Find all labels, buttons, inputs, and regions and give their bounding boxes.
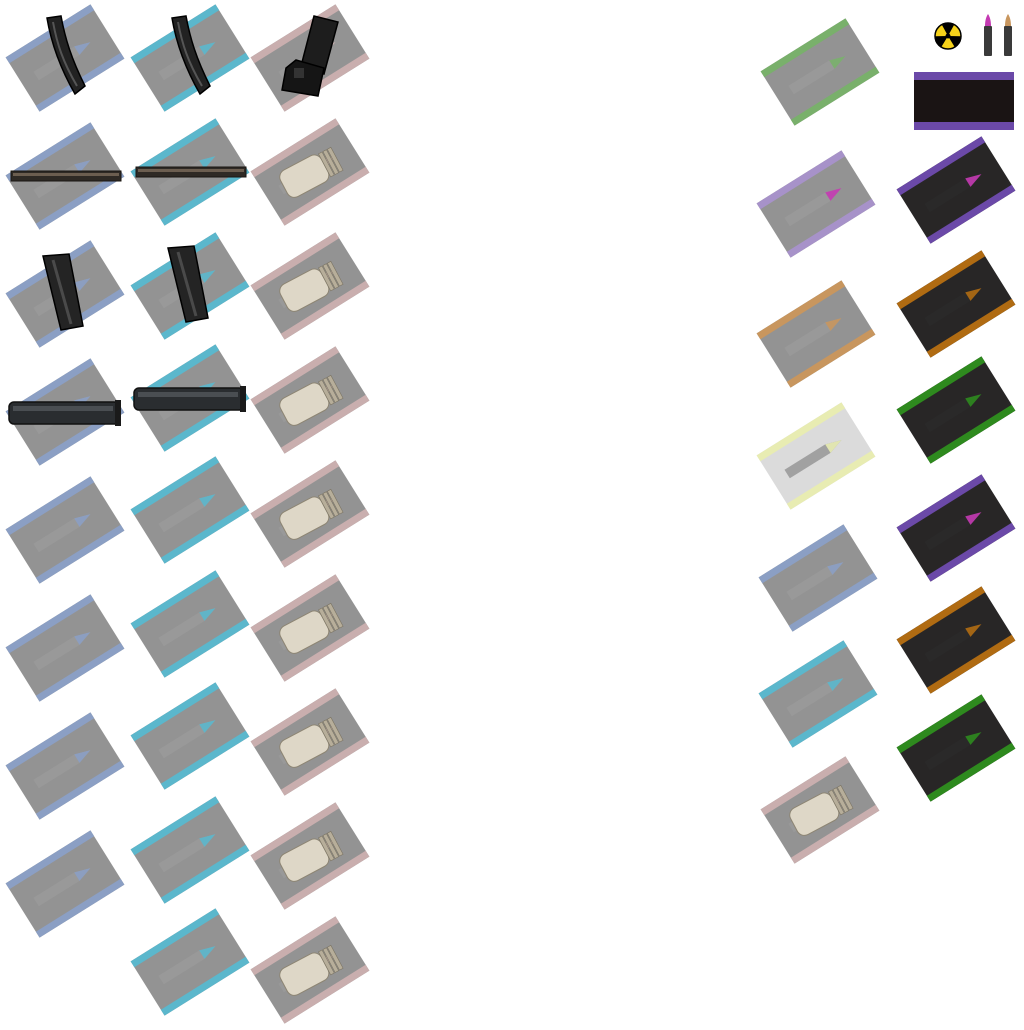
ammo-tile-dark-purple [896, 130, 1016, 250]
ammo-tile-cyan [130, 450, 250, 570]
ammo-tile-blue-flat-mag [5, 116, 125, 236]
ammo-tile-tan-shell [250, 112, 370, 232]
ammo-tile-cyan [130, 902, 250, 1022]
ammo-tile-dark-brown [896, 580, 1016, 700]
ammo-tile-lavender [756, 144, 876, 264]
ammo-tile-orange [756, 274, 876, 394]
ammo-tile-tan-shell [760, 750, 880, 870]
ammo-tile-tan-shell [250, 568, 370, 688]
ammo-tile-blue [5, 706, 125, 826]
ammo-tile-blue-tube-mag [5, 352, 125, 472]
ammo-tile-pale [756, 396, 876, 516]
ammo-tile-tan-shell [250, 682, 370, 802]
ammo-tile-tan-shell [250, 910, 370, 1030]
ammo-tile-dark-green [896, 350, 1016, 470]
ammo-tile-cyan [130, 564, 250, 684]
ammo-tile-dark-purple [896, 468, 1016, 588]
ammo-tile-tan-shell [250, 340, 370, 460]
ammo-tile-cyan [130, 790, 250, 910]
ammo-tile-cyan-straight-mag [130, 226, 250, 346]
ammo-tile-cyan [130, 676, 250, 796]
bullet-purple-tip-icon [981, 12, 995, 58]
ammo-tile-cyan [758, 634, 878, 754]
bullet-brass-tip-icon [1001, 12, 1015, 58]
ammo-tile-cyan-tube-mag [130, 338, 250, 458]
ammo-tile-tan-shell [250, 454, 370, 574]
ammo-tile-blue [5, 588, 125, 708]
ammo-tile-cyan-flat-mag [130, 112, 250, 232]
ammo-tile-blue-straight-mag [5, 234, 125, 354]
ammo-tile-blue-curved-mag [5, 0, 125, 118]
radiation-icon [934, 22, 962, 50]
ammo-tile-tan-box-mag [250, 0, 370, 118]
ammo-tile-dark-brown [896, 244, 1016, 364]
ammo-tile-tan-shell [250, 796, 370, 916]
ammo-tile-green [760, 12, 880, 132]
dark-banner-purple-stripes [914, 72, 1014, 130]
ammo-tile-blue [758, 518, 878, 638]
ammo-tile-blue [5, 470, 125, 590]
ammo-tile-cyan-curved-mag [130, 0, 250, 118]
ammo-tile-blue [5, 824, 125, 944]
ammo-tile-dark-green [896, 688, 1016, 808]
ammo-tile-tan-shell [250, 226, 370, 346]
